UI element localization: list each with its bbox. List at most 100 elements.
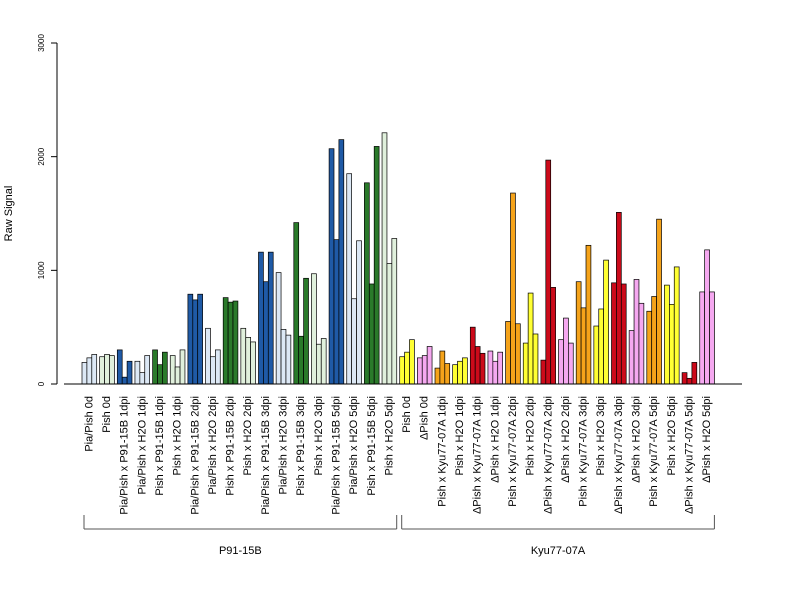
bar [633,279,640,385]
y-axis: 0 1000 2000 3000 [37,34,58,386]
bar [174,366,181,385]
bar [157,364,163,385]
category-label: Pish x Kyu77-07A 1dpi [436,396,448,507]
bar [258,251,264,385]
category-labels: Pia/Pish 0d Pish 0d Pia/Pish x P91-15B 1dp… [83,396,713,515]
bar [421,355,428,385]
bar [681,372,688,385]
bar [192,299,199,385]
bar [280,329,287,385]
bar [691,362,698,385]
bar [104,354,110,385]
y-tick-label: 3000 [37,34,46,52]
bar [558,339,564,385]
category-label: ΔPish x H2O 2dpi [560,396,572,483]
category-label: Pish 0d [101,396,113,433]
bar [709,291,715,385]
bar [91,354,98,385]
category-label: Pish x Kyu77-07A 3dpi [578,396,590,507]
bar [603,259,609,385]
category-label: ΔPish x Kyu77-07A 1dpi [472,396,484,514]
bar [311,273,317,385]
category-label: Pia/Pish x P91-15B 3dpi [260,396,272,515]
category-label: Pia/Pish x P91-15B 5dpi [330,396,342,515]
bar [222,297,229,385]
bar [210,356,216,385]
bar [275,272,282,385]
bar [646,310,653,385]
bar [620,283,627,385]
category-label: Pia/Pish x P91-15B 2dpi [189,396,201,515]
bar [409,339,415,385]
category-label: Pish x H2O 5dpi [383,396,395,475]
category-label: Pish x H2O 2dpi [242,396,254,475]
category-label: ΔPish x Kyu77-07A 3dpi [613,396,625,514]
category-label: Pia/Pish x P91-15B 1dpi [119,396,131,515]
bar [469,326,476,385]
bar [497,351,504,385]
bar [109,355,115,385]
bar [492,360,499,385]
group-brackets: P91-15B Kyu77-07A [83,515,715,557]
bar [611,282,617,385]
bar [232,300,239,385]
category-label: Pish x H2O 3dpi [595,396,607,475]
bar [99,356,105,385]
category-label: Pish x P91-15B 3dpi [295,396,307,496]
bar [664,284,670,385]
bar [417,357,423,385]
group-label: P91-15B [219,545,262,557]
bar [439,350,446,385]
bar [616,212,622,385]
bar [651,296,657,385]
category-label: Pish x Kyu77-07A 5dpi [648,396,660,507]
bar [227,301,234,385]
bar [580,307,587,385]
bar [285,334,292,385]
bar [505,321,511,385]
bar [245,337,252,385]
bar [162,351,168,385]
bar [628,330,635,385]
bar [457,360,463,385]
bar [434,367,441,385]
bar [333,239,340,385]
bar [598,308,605,385]
bar [152,349,158,385]
bar [563,317,569,385]
bar [426,346,433,385]
category-label: ΔPish x H2O 1dpi [489,396,501,483]
category-label: Pish x H2O 1dpi [454,396,466,475]
bar [527,292,534,385]
bar [179,349,186,385]
category-label: Pish x Kyu77-07A 2dpi [507,396,519,507]
bar [267,251,274,385]
y-axis-title: Raw Signal [3,186,15,242]
bar [126,360,133,385]
bar [474,346,481,385]
category-label: Pia/Pish 0d [83,396,95,452]
bar [215,349,221,385]
bar [303,277,309,385]
category-label: Pish 0d [401,396,413,433]
bar [686,377,693,385]
bar [316,343,322,385]
bar [404,351,410,385]
category-label: Pish x P91-15B 1dpi [154,396,166,496]
bar [205,327,211,385]
category-label: ΔPish 0d [419,396,431,440]
bar [139,372,146,385]
bar [263,281,269,385]
bar [479,352,486,385]
bar [444,363,451,385]
bar [116,349,123,385]
bar [320,338,327,385]
bar [328,148,335,385]
bar [250,341,256,385]
bar [575,281,582,385]
bar [673,266,680,385]
category-label: Pish x H2O 2dpi [525,396,537,475]
bar [699,291,706,385]
bar [656,218,662,385]
